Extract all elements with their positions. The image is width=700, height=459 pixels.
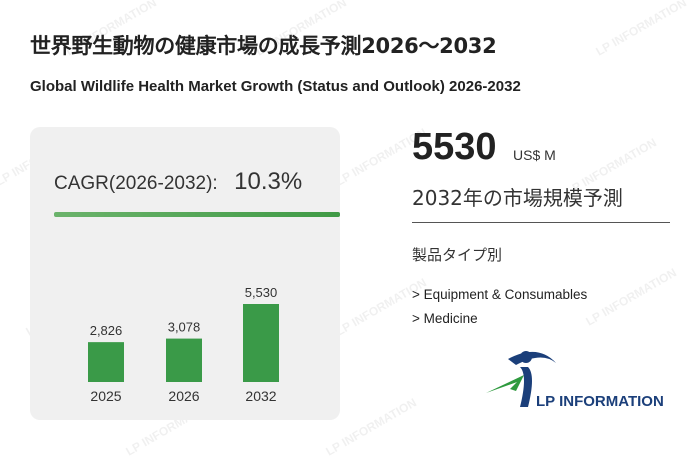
forecast-value: 5530 bbox=[412, 126, 497, 168]
cagr-value: 10.3% bbox=[234, 168, 303, 195]
page-title: 世界野生動物の健康市場の成長予測2026～2032 bbox=[30, 34, 497, 58]
data-label: 5,530 bbox=[245, 285, 278, 300]
segment-item: > Equipment & Consumables bbox=[412, 287, 588, 302]
bar-chart: 2,826 2025 3,078 2026 5,530 2032 bbox=[88, 285, 279, 404]
segment-item: > Medicine bbox=[412, 311, 478, 326]
bar-2032 bbox=[243, 304, 279, 382]
x-tick-label: 2026 bbox=[168, 388, 199, 404]
forecast-caption: 2032年の市場規模予測 bbox=[412, 186, 623, 210]
cagr-readout: CAGR(2026-2032): 10.3% bbox=[54, 168, 302, 196]
lp-information-logo bbox=[486, 351, 556, 407]
bar-2026 bbox=[166, 338, 202, 382]
page-subtitle: Global Wildlife Health Market Growth (St… bbox=[30, 78, 521, 95]
segment-list: > Equipment & Consumables > Medicine bbox=[412, 287, 587, 335]
divider bbox=[412, 222, 670, 223]
data-label: 2,826 bbox=[90, 323, 123, 338]
x-tick-label: 2032 bbox=[245, 388, 276, 404]
x-tick-label: 2025 bbox=[90, 388, 121, 404]
segment-heading: 製品タイプ別 bbox=[412, 246, 503, 264]
cagr-underline bbox=[54, 212, 340, 217]
forecast-unit: US$ M bbox=[513, 147, 556, 163]
data-label: 3,078 bbox=[168, 320, 201, 335]
logo-text: LP INFORMATION bbox=[536, 393, 664, 410]
cagr-label: CAGR(2026-2032): bbox=[54, 173, 218, 194]
bar-2025 bbox=[88, 342, 124, 382]
